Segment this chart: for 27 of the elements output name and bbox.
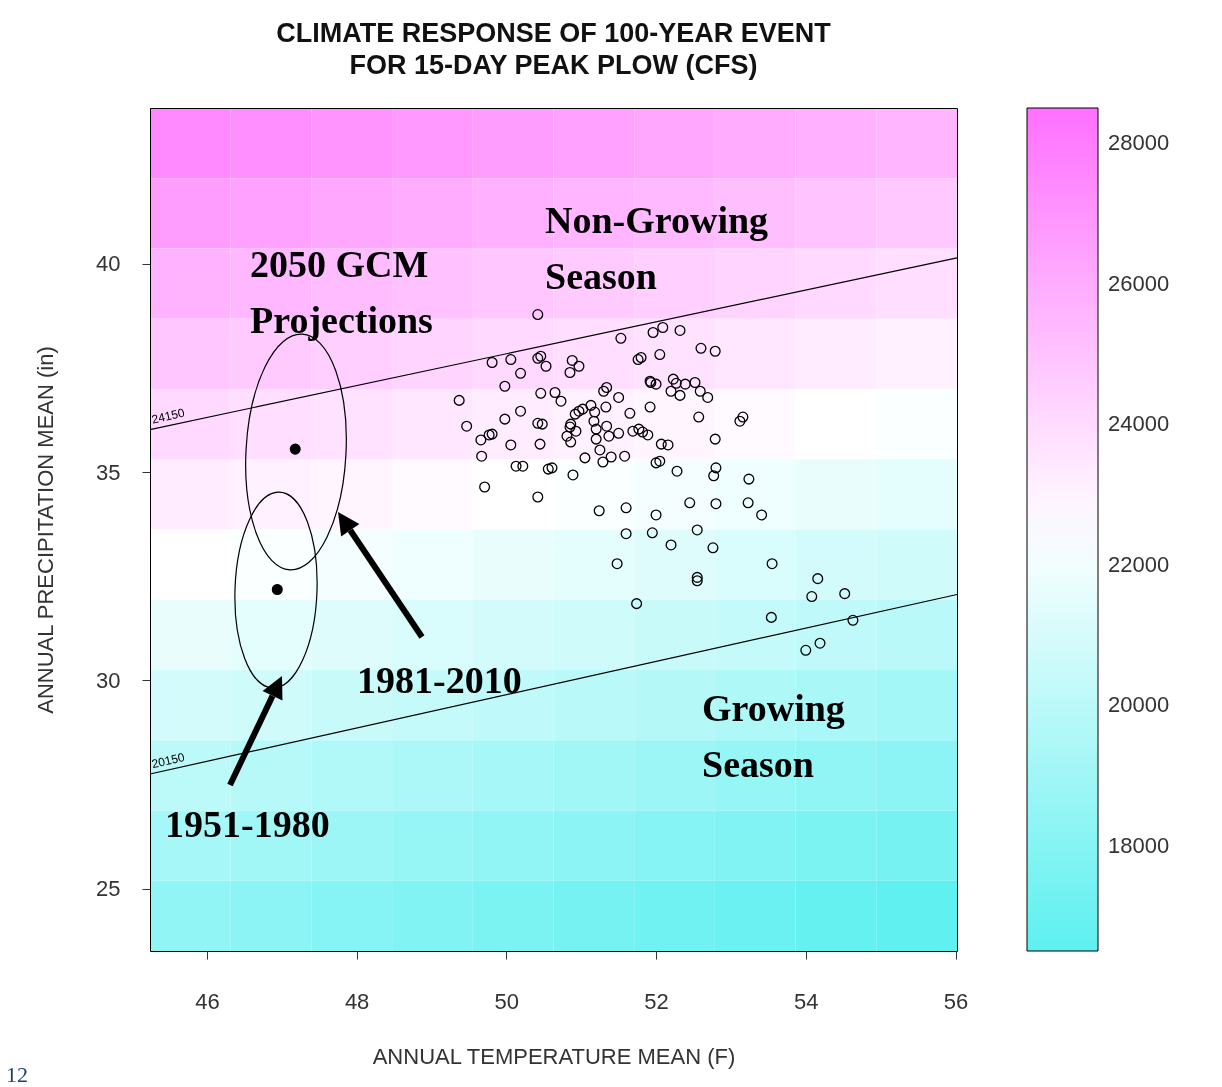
y-tick-label: 30 bbox=[96, 667, 121, 693]
x-tick-label: 48 bbox=[344, 988, 370, 1014]
x-tick-label: 46 bbox=[195, 988, 220, 1014]
annotation: 2050 GCM Projections bbox=[250, 242, 433, 343]
y-tick-label: 25 bbox=[96, 876, 121, 902]
y-tick-label: 35 bbox=[96, 459, 121, 485]
color-bar-label: 26000 bbox=[1108, 270, 1170, 296]
text: 20150 bbox=[150, 749, 187, 772]
color-bar-label: 18000 bbox=[1108, 832, 1170, 858]
color-bar-label: 28000 bbox=[1108, 130, 1170, 156]
y-tick-label: 40 bbox=[96, 251, 121, 277]
x-tick-label: 52 bbox=[644, 988, 669, 1014]
color-bar-label: 22000 bbox=[1108, 551, 1170, 577]
x-tick-label: 54 bbox=[794, 988, 819, 1014]
chart-title: CLIMATE RESPONSE OF 100-YEAR EVENT FOR 15-DAY PEAK PLOW (CFS) bbox=[276, 18, 832, 80]
annotation: 1981-2010 bbox=[357, 658, 522, 703]
annotation: Growing Season bbox=[702, 686, 845, 787]
annotation: 1951-1980 bbox=[165, 802, 330, 847]
x-tick-label: 50 bbox=[494, 988, 520, 1014]
text: 12 bbox=[6, 1062, 28, 1087]
color-bar-label: 20000 bbox=[1108, 692, 1170, 718]
x-tick-label: 56 bbox=[943, 988, 969, 1014]
text: 24150 bbox=[150, 405, 187, 427]
color-bar-label: 24000 bbox=[1108, 411, 1170, 437]
x-axis-title: ANNUAL TEMPERATURE MEAN (F) bbox=[372, 1043, 736, 1069]
annotation: Non-Growing Season bbox=[545, 198, 769, 299]
y-axis-title: ANNUAL PRECIPITATION MEAN (in) bbox=[33, 346, 59, 714]
